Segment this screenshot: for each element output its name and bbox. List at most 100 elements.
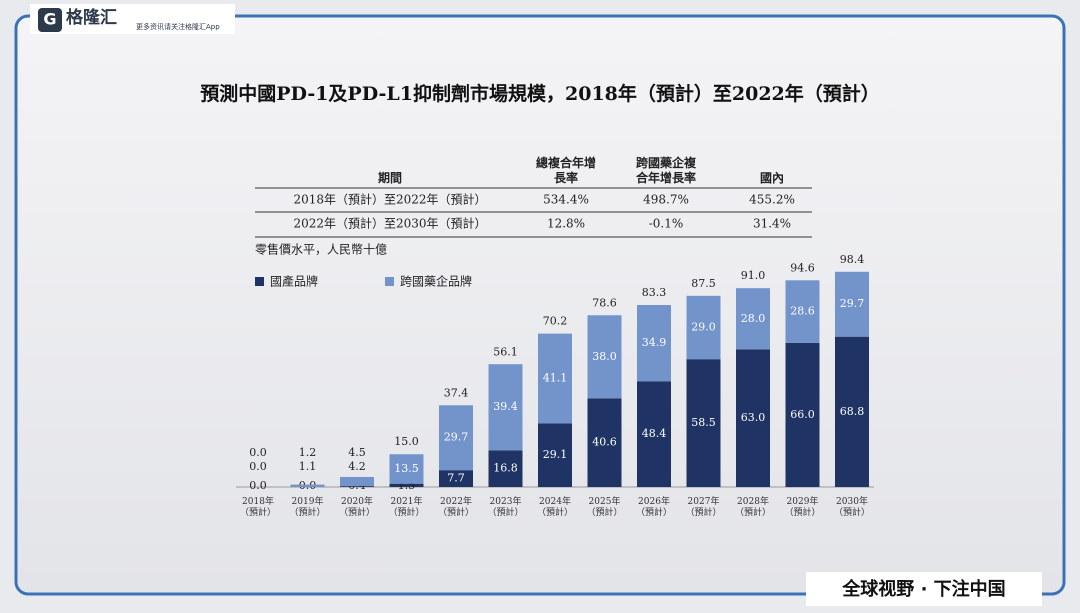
x-tick-label: 2019年（預計） bbox=[289, 497, 326, 518]
value-label: 28.6 bbox=[790, 305, 815, 318]
x-tick-label: 2023年（預計） bbox=[487, 497, 524, 518]
bar-segment bbox=[686, 295, 721, 360]
table-header-cell: 跨國藥企複合年增長率 bbox=[635, 156, 696, 185]
table-cell: 534.4% bbox=[543, 193, 589, 207]
bar-segment bbox=[340, 476, 374, 487]
value-label: 0.0 bbox=[249, 479, 267, 492]
x-tick-label: 2028年（預計） bbox=[734, 497, 771, 518]
table-header-text: 期間 bbox=[377, 171, 402, 185]
bar-segment bbox=[785, 280, 820, 343]
x-tick-label: 2025年（預計） bbox=[586, 497, 623, 518]
x-tick-label: 2022年（預計） bbox=[437, 497, 474, 518]
bar-segment bbox=[686, 359, 721, 487]
legend-label: 國產品牌 bbox=[270, 274, 318, 289]
total-label: 91.0 bbox=[741, 269, 766, 282]
value-label: 39.4 bbox=[493, 400, 518, 413]
table-header-cell: 期間 bbox=[377, 171, 402, 185]
table-cell: 498.7% bbox=[643, 193, 689, 207]
x-tick-label: 2018年（預計） bbox=[239, 497, 276, 518]
bar-segment bbox=[389, 483, 424, 487]
value-label: 66.0 bbox=[790, 408, 815, 421]
value-label: 7.7 bbox=[447, 472, 465, 485]
table-cell: 455.2% bbox=[749, 193, 795, 207]
x-tick-label: 2026年（預計） bbox=[635, 497, 672, 518]
value-label: 40.6 bbox=[592, 436, 617, 449]
bar-segment bbox=[835, 271, 869, 337]
x-tick-label: 2020年（預計） bbox=[338, 497, 375, 518]
bar-segment bbox=[538, 333, 572, 424]
value-label: 0.0 bbox=[249, 460, 267, 473]
value-label: 29.1 bbox=[543, 448, 568, 461]
total-label: 94.6 bbox=[790, 261, 815, 274]
bar-segment bbox=[488, 450, 523, 487]
table-cell: 2018年（預計）至2022年（預計） bbox=[293, 192, 486, 207]
value-label: 29.7 bbox=[444, 431, 469, 444]
total-label: 4.5 bbox=[348, 446, 366, 459]
value-label: 38.0 bbox=[592, 350, 617, 363]
table-cell: 2022年（預計）至2030年（預計） bbox=[293, 216, 486, 231]
logo-text: 格隆汇 bbox=[66, 7, 117, 28]
value-label: 34.9 bbox=[642, 336, 667, 349]
value-label: 1.1 bbox=[299, 460, 317, 473]
footer-bg bbox=[806, 572, 1042, 606]
bar-segment bbox=[736, 349, 770, 487]
total-label: 37.4 bbox=[444, 386, 469, 399]
bar-segment bbox=[439, 470, 473, 487]
bar-segment bbox=[439, 405, 473, 471]
x-tick-label: 2024年（預計） bbox=[536, 497, 573, 518]
bar-segment bbox=[538, 423, 572, 487]
total-label: 98.4 bbox=[840, 253, 865, 266]
total-label: 1.2 bbox=[299, 446, 317, 459]
total-label: 0.0 bbox=[249, 446, 267, 459]
value-label: 68.8 bbox=[840, 405, 865, 418]
bar-segment bbox=[340, 486, 374, 487]
legend-swatch bbox=[255, 277, 264, 286]
value-label: 29.0 bbox=[691, 320, 716, 333]
x-tick-label: 2021年（預計） bbox=[388, 497, 425, 518]
table-cell: 31.4% bbox=[753, 217, 791, 231]
total-label: 15.0 bbox=[394, 435, 419, 448]
logo-icon bbox=[38, 8, 62, 32]
legend-swatch bbox=[385, 277, 394, 286]
value-label: 16.8 bbox=[493, 462, 518, 475]
bar-segment bbox=[835, 336, 869, 487]
table-cell: 12.8% bbox=[547, 217, 585, 231]
legend-label: 跨國藥企品牌 bbox=[400, 274, 472, 289]
value-label: 29.7 bbox=[840, 297, 865, 310]
bar-segment bbox=[587, 398, 622, 487]
footer-text: 全球视野 · 下注中国 bbox=[841, 578, 1005, 600]
total-label: 70.2 bbox=[543, 315, 568, 328]
value-label: 58.5 bbox=[691, 416, 716, 429]
value-label: 4.2 bbox=[348, 460, 366, 473]
x-tick-label: 2030年（預計） bbox=[833, 497, 870, 518]
value-label: 28.0 bbox=[741, 312, 766, 325]
logo-tagline: 更多资讯请关注格隆汇App bbox=[136, 22, 220, 31]
bar-segment bbox=[637, 304, 671, 382]
table-header-text: 國內 bbox=[759, 171, 784, 185]
table-header-text: 跨國藥企複合年增長率 bbox=[635, 156, 696, 185]
logo-bg bbox=[30, 4, 235, 34]
total-label: 56.1 bbox=[493, 345, 518, 358]
value-label: 48.4 bbox=[642, 427, 667, 440]
x-tick-label: 2027年（預計） bbox=[685, 497, 722, 518]
value-label: 13.5 bbox=[394, 462, 419, 475]
bar-segment bbox=[785, 342, 820, 487]
bar-segment bbox=[488, 364, 523, 451]
unit-note: 零售價水平，人民幣十億 bbox=[255, 242, 387, 257]
bar-segment bbox=[736, 288, 770, 350]
value-label: 63.0 bbox=[741, 411, 766, 424]
logo-letter: G bbox=[43, 10, 56, 29]
table-header-cell: 總複合年增長率 bbox=[535, 156, 596, 185]
x-tick-label: 2029年（預計） bbox=[784, 497, 821, 518]
value-label: 41.1 bbox=[543, 372, 568, 385]
total-label: 83.3 bbox=[642, 286, 667, 299]
total-label: 78.6 bbox=[592, 296, 617, 309]
chart-title: 預測中國PD-1及PD-L1抑制劑市場規模，2018年（預計）至2022年（預計… bbox=[200, 82, 880, 105]
table-header-cell: 國內 bbox=[759, 171, 784, 185]
total-label: 87.5 bbox=[691, 277, 716, 290]
bar-segment bbox=[389, 454, 424, 484]
bar-segment bbox=[637, 381, 671, 487]
table-header-text: 總複合年增長率 bbox=[535, 156, 596, 185]
